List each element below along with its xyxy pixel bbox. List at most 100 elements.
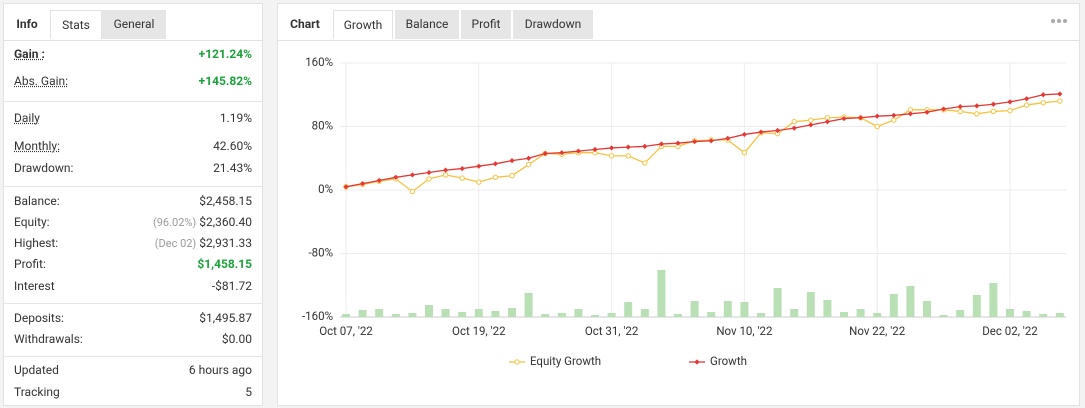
stat-value-text: $1,458.15 <box>197 257 252 271</box>
point <box>791 125 797 131</box>
tab[interactable]: General <box>102 10 166 39</box>
stat-note: (Dec 02) <box>154 237 197 250</box>
point <box>1007 107 1013 114</box>
bar <box>640 309 649 317</box>
stat-label: Drawdown: <box>14 161 74 175</box>
chart-panel: Chart Growth Balance Profit Drawdown <box>277 3 1080 406</box>
point <box>1040 92 1046 98</box>
point <box>1057 91 1063 97</box>
point <box>990 108 997 115</box>
x-tick-label: Oct 07, '22 <box>319 324 373 338</box>
stat-value-text: $2,360.40 <box>199 215 252 229</box>
stat-label: Equity: <box>14 215 50 229</box>
x-tick-label: Oct 31, '22 <box>585 324 639 338</box>
tab[interactable]: Profit <box>461 10 511 39</box>
stat-value-text: +121.24% <box>198 47 252 61</box>
stat-value-text: 6 hours ago <box>188 363 252 377</box>
menu-dot[interactable] <box>1063 19 1067 23</box>
menu-dot[interactable] <box>1051 19 1055 23</box>
point <box>525 161 532 168</box>
point <box>609 145 615 151</box>
x-tick-label: Oct 19, '22 <box>452 324 506 338</box>
bar <box>923 301 931 317</box>
bar <box>408 313 417 317</box>
bar <box>358 310 367 317</box>
tab[interactable]: Stats <box>50 10 102 39</box>
stat-row: Profit: $1,458.15 <box>14 254 252 274</box>
bar <box>342 314 350 317</box>
point <box>692 138 698 145</box>
bar <box>840 312 848 317</box>
point <box>476 179 482 185</box>
point <box>642 143 648 149</box>
point <box>575 148 581 154</box>
bar <box>989 283 998 317</box>
tab[interactable]: Growth <box>333 10 393 39</box>
point <box>1007 99 1013 105</box>
bar <box>391 314 400 317</box>
bar <box>740 302 749 317</box>
x-tick-label: Nov 10, '22 <box>716 324 773 338</box>
point <box>775 127 781 134</box>
point <box>443 167 449 173</box>
point <box>459 175 465 181</box>
stat-value: 1.19% <box>220 108 252 128</box>
tab[interactable]: Balance <box>395 10 459 39</box>
bar <box>939 315 948 317</box>
tab[interactable]: Drawdown <box>513 10 593 39</box>
bar <box>425 305 433 317</box>
bar <box>474 309 483 317</box>
point <box>526 155 532 161</box>
tab[interactable]: Chart <box>278 10 332 39</box>
bar <box>375 309 384 317</box>
point <box>957 108 963 115</box>
stat-value-text: 5 <box>245 385 252 399</box>
stat-value-text: -$81.72 <box>211 279 252 293</box>
point <box>675 140 681 146</box>
point <box>891 112 897 118</box>
bar <box>458 312 467 317</box>
bar <box>873 313 882 317</box>
point <box>343 184 349 190</box>
bar <box>906 286 915 317</box>
point <box>708 138 714 144</box>
bar <box>1039 314 1048 317</box>
bar <box>624 302 633 317</box>
legend-label: Growth <box>710 354 747 368</box>
point <box>941 106 947 112</box>
stat-value: 6 hours ago <box>189 360 252 380</box>
stat-label: Abs. Gain: <box>14 74 69 88</box>
stat-value: 21.43% <box>213 158 252 178</box>
point <box>376 177 382 184</box>
separator <box>4 101 262 102</box>
stat-value: $1,458.15 <box>197 254 252 274</box>
line <box>345 100 1060 193</box>
stat-value: +145.82% <box>199 71 252 91</box>
point <box>957 104 963 110</box>
tab[interactable]: Info <box>4 10 50 39</box>
bar <box>491 311 500 317</box>
point <box>542 150 548 157</box>
point <box>725 135 731 142</box>
stat-value-text: $1,495.87 <box>199 311 252 325</box>
stat-value-text: $2,931.33 <box>199 236 252 250</box>
point <box>608 153 615 159</box>
point <box>625 153 631 159</box>
y-tick-label: 0% <box>318 182 333 196</box>
point <box>824 119 830 125</box>
stat-row: Monthly: 42.60% <box>14 136 252 156</box>
stat-value-text: 21.43% <box>213 161 252 175</box>
y-tick-label: 80% <box>312 119 333 133</box>
stat-value-text: $0.00 <box>221 332 252 346</box>
point <box>459 165 465 172</box>
x-tick-label: Nov 22, '22 <box>849 324 906 338</box>
bar <box>1006 309 1014 317</box>
stat-value-text: +145.82% <box>198 74 252 88</box>
bar <box>1055 313 1064 317</box>
point <box>642 160 648 166</box>
point <box>559 150 565 156</box>
stat-label: Updated <box>14 363 59 377</box>
menu-dot[interactable] <box>1057 19 1061 23</box>
point <box>393 174 399 180</box>
point <box>891 117 897 123</box>
